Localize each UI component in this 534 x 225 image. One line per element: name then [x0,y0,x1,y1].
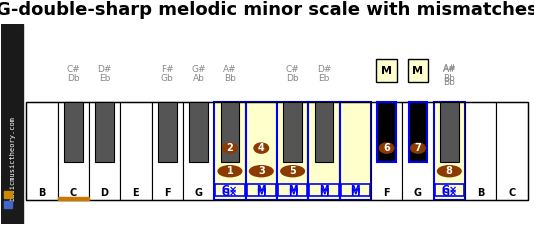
Title: G-double-sharp melodic minor scale with mismatches: G-double-sharp melodic minor scale with … [0,1,534,19]
Text: Eb: Eb [318,74,329,83]
FancyBboxPatch shape [407,59,428,82]
Ellipse shape [253,142,269,154]
Text: M: M [319,187,329,198]
Text: M: M [288,185,297,195]
Text: B: B [38,187,45,198]
Bar [2,24,23,224]
Bar [89,102,120,200]
Bar [120,102,152,200]
Text: F: F [164,187,170,198]
FancyBboxPatch shape [215,184,245,196]
Bar [214,102,246,200]
Bar [64,102,83,162]
FancyBboxPatch shape [341,184,370,196]
Text: C#: C# [286,65,300,74]
Bar [4,191,12,198]
Text: G×: G× [222,187,238,198]
Bar [409,102,427,162]
FancyBboxPatch shape [278,184,307,196]
Text: M: M [350,187,360,198]
Bar [377,102,396,162]
Text: 4: 4 [258,143,265,153]
Text: M: M [319,185,329,195]
Ellipse shape [280,165,305,178]
Text: E: E [132,187,139,198]
Text: M: M [256,185,266,195]
Bar [402,102,434,200]
Text: F: F [383,187,390,198]
Bar [95,102,114,162]
Text: M: M [350,185,360,195]
Text: Db: Db [67,74,80,83]
Text: Gb: Gb [161,74,174,83]
Text: 7: 7 [414,143,421,153]
Bar [246,102,277,200]
Text: 6: 6 [383,143,390,153]
Bar [26,102,528,200]
Text: D#: D# [317,65,331,74]
Text: 5: 5 [289,166,296,176]
Ellipse shape [222,142,238,154]
Bar [465,102,496,200]
Bar [277,102,308,200]
Bar [371,102,402,200]
Text: A#: A# [443,64,456,73]
Bar [152,102,183,200]
Text: M: M [288,187,297,198]
Bar [308,102,340,200]
Ellipse shape [379,142,395,154]
FancyBboxPatch shape [376,59,397,82]
Bar [4,200,12,208]
Bar [158,102,177,162]
Text: G: G [194,187,202,198]
Text: M: M [412,66,423,76]
Text: basicmusictheory.com: basicmusictheory.com [9,116,15,201]
Text: M: M [381,66,392,76]
Bar [496,102,528,200]
Ellipse shape [410,142,426,154]
Bar [340,102,371,200]
Bar [315,102,333,162]
Text: C: C [508,187,516,198]
Text: G×: G× [441,185,457,195]
Text: 2: 2 [226,143,233,153]
Text: 3: 3 [258,166,265,176]
FancyBboxPatch shape [247,184,276,196]
Bar [183,102,214,200]
Ellipse shape [437,165,462,178]
Bar [434,102,465,200]
Text: Ab: Ab [193,74,205,83]
Ellipse shape [249,165,274,178]
Bar [58,197,89,200]
Text: M: M [256,187,266,198]
Ellipse shape [217,165,242,178]
Text: G×: G× [222,185,238,195]
Bar [221,102,239,162]
Text: Db: Db [286,74,299,83]
Bar [26,102,58,200]
Text: Bb: Bb [224,74,236,83]
Text: 1: 1 [226,166,233,176]
Bar [283,102,302,162]
Bar [189,102,208,162]
Text: A#: A# [223,65,237,74]
Text: D#: D# [97,65,112,74]
Text: C#: C# [66,65,80,74]
Text: 8: 8 [446,166,453,176]
Bar [440,102,459,162]
Text: A#: A# [443,65,456,74]
FancyBboxPatch shape [435,184,464,196]
FancyBboxPatch shape [309,184,339,196]
Bar [58,102,89,200]
Text: D: D [100,187,108,198]
Text: G: G [414,187,422,198]
Text: G×: G× [441,187,457,198]
Text: B: B [477,187,484,198]
Text: F#: F# [161,65,174,74]
Text: Bb: Bb [443,78,455,87]
Text: G#: G# [191,65,206,74]
Text: Eb: Eb [99,74,111,83]
Text: C: C [69,187,77,198]
Text: Bb: Bb [443,74,455,83]
